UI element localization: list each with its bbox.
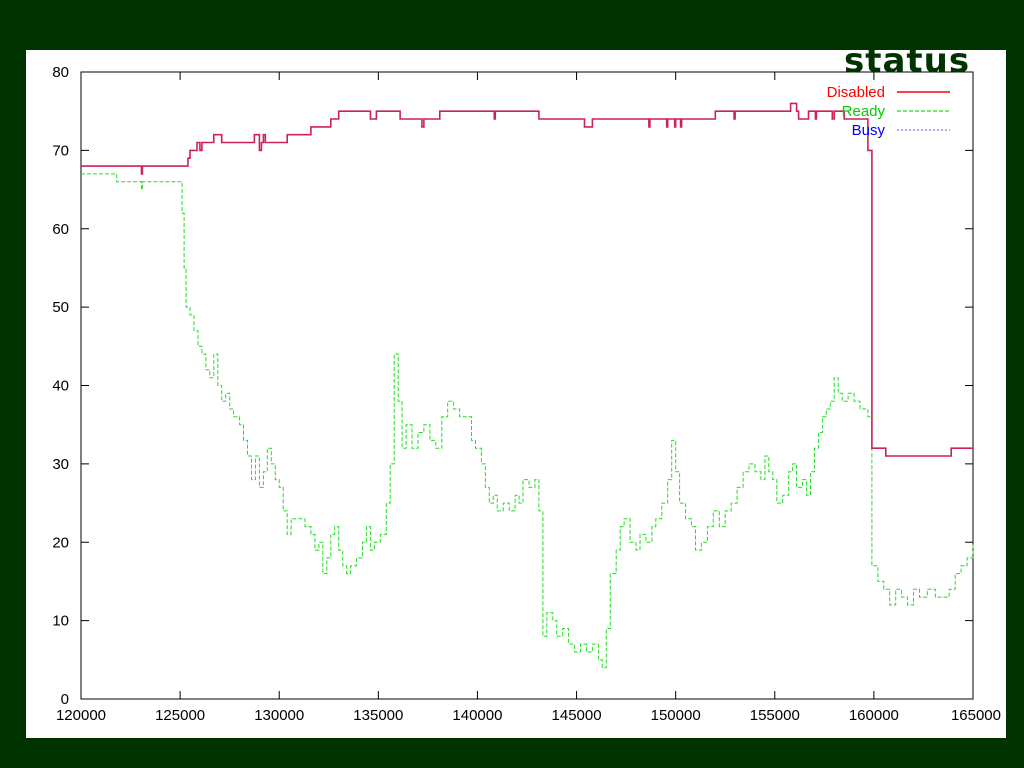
plot-frame: [80, 71, 974, 700]
x-tick-label: 135000: [353, 707, 403, 724]
series-line-ready: [81, 173, 974, 669]
y-tick-label: 70: [52, 142, 69, 159]
y-tick-label: 0: [61, 691, 69, 708]
x-tick-label: 160000: [849, 707, 899, 724]
y-tick-label: 60: [52, 221, 69, 238]
x-tick-label: 165000: [951, 707, 1001, 724]
legend-label-ready: Ready: [842, 103, 886, 120]
x-tick-label: 120000: [56, 707, 106, 724]
x-tick-label: 125000: [155, 707, 205, 724]
x-tick-label: 130000: [254, 707, 304, 724]
y-tick-label: 40: [52, 378, 69, 395]
axes-layer: 0 10 20 30 40 50 60 70 80 120000 125000 130000 13500…: [52, 64, 1001, 724]
x-tick-label: 140000: [452, 707, 502, 724]
legend: Disabled Ready Busy: [827, 84, 950, 139]
y-tick-label: 10: [52, 613, 69, 630]
x-tick-label: 145000: [552, 707, 602, 724]
series-line-disabled: [81, 102, 973, 457]
series-layer: [81, 102, 974, 669]
legend-label-busy: Busy: [852, 122, 886, 139]
y-tick-label: 20: [52, 534, 69, 551]
legend-label-disabled: Disabled: [827, 84, 885, 101]
chart-title: status: [844, 41, 971, 81]
x-tick-label: 155000: [750, 707, 800, 724]
y-tick-label: 80: [52, 64, 69, 81]
x-tick-label: 150000: [651, 707, 701, 724]
y-tick-label: 30: [52, 456, 69, 473]
y-tick-label: 50: [52, 299, 69, 316]
